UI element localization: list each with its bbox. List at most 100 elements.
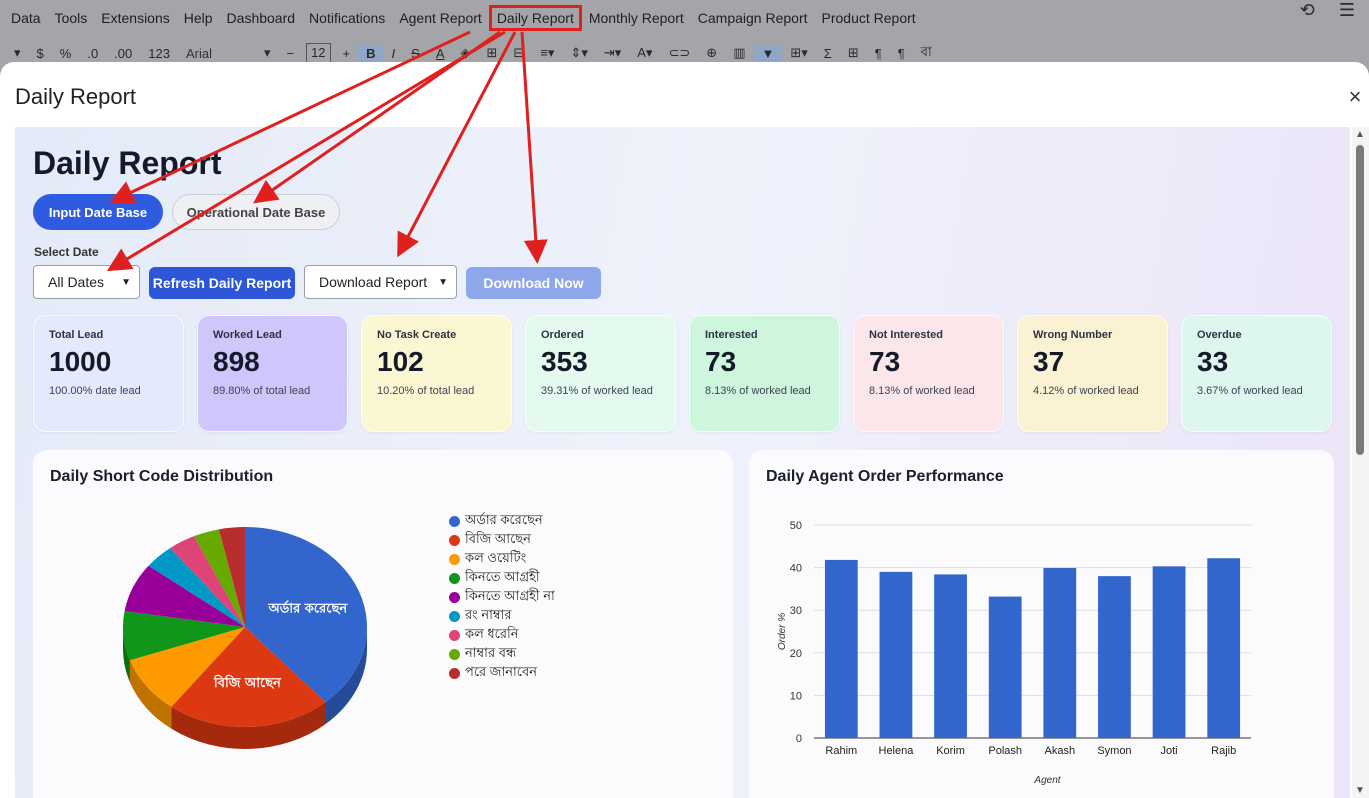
y-tick-label: 30 <box>790 605 802 617</box>
fill-color-button[interactable]: ◈ <box>460 45 471 60</box>
menu-item-tools[interactable]: Tools <box>54 10 88 26</box>
legend-swatch <box>449 573 460 584</box>
legend-item: অর্ডার করেছেন <box>449 512 555 531</box>
x-tick-label: Helena <box>879 745 915 757</box>
legend-item: নাম্বার বন্ধ <box>449 645 555 664</box>
scroll-thumb[interactable] <box>1356 145 1364 455</box>
y-tick-label: 20 <box>790 648 802 660</box>
card-value: 73 <box>869 346 901 377</box>
table-icon[interactable]: ⊞ <box>847 45 859 60</box>
legend-item: বিজি আছেন <box>449 531 555 550</box>
card-subtext: 8.13% of worked lead <box>869 385 975 397</box>
merge-button[interactable]: ⊟ <box>513 45 525 60</box>
date-select[interactable]: All Dates ▼ <box>33 265 140 299</box>
bar-chart-title: Daily Agent Order Performance <box>766 468 1004 485</box>
stat-card-no-task-create: No Task Create 102 10.20% of total lead <box>361 315 512 432</box>
ltr-icon[interactable]: ¶ <box>874 45 882 61</box>
comment-icon[interactable]: ⊕ <box>706 45 718 60</box>
legend-label: কিনতে আগ্রহী <box>465 569 540 584</box>
strikethrough-button[interactable]: S <box>411 45 420 61</box>
page-title: Daily Report <box>33 145 222 181</box>
link-icon[interactable]: ⊂⊃ <box>668 45 691 60</box>
menu-item-product-report[interactable]: Product Report <box>821 10 916 26</box>
borders-button[interactable]: ⊞ <box>486 45 498 60</box>
filter-views-icon[interactable]: ⊞▾ <box>790 45 808 60</box>
font-select[interactable]: Arial <box>185 45 212 61</box>
font-dropdown-icon[interactable]: ▾ <box>263 45 271 60</box>
close-icon[interactable]: × <box>1348 84 1362 109</box>
card-subtext: 10.20% of total lead <box>377 385 475 397</box>
operational-date-base-button[interactable]: Operational Date Base <box>172 194 340 230</box>
increase-decimal-button[interactable]: .00 <box>114 45 133 61</box>
font-size-input[interactable]: 12 <box>306 43 331 63</box>
pie-slice <box>148 547 245 627</box>
pie-slice <box>124 565 245 627</box>
legend-swatch <box>449 649 460 660</box>
agent-order-performance-panel: Daily Agent Order Performance 0 10 20 30 40 5… <box>749 450 1334 798</box>
input-date-base-button[interactable]: Input Date Base <box>33 194 163 230</box>
scroll-up-icon[interactable]: ▲ <box>1355 129 1365 140</box>
x-axis-label: Agent <box>1033 775 1061 786</box>
download-now-button[interactable]: Download Now <box>466 267 601 299</box>
menu-item-notifications[interactable]: Notifications <box>309 10 386 26</box>
pie-slice <box>170 536 245 627</box>
chevron-down-icon: ▼ <box>438 276 448 288</box>
italic-button[interactable]: I <box>391 45 396 61</box>
scroll-down-icon[interactable]: ▼ <box>1355 785 1365 796</box>
card-value: 1000 <box>49 346 112 377</box>
card-value: 353 <box>541 346 588 377</box>
menu-item-extensions[interactable]: Extensions <box>101 10 170 26</box>
dropdown-icon[interactable]: ▾ <box>14 45 21 60</box>
comments-icon[interactable]: ☰ <box>1338 0 1355 20</box>
menu-item-campaign-report[interactable]: Campaign Report <box>697 10 808 26</box>
menu-item-agent-report[interactable]: Agent Report <box>399 10 482 26</box>
number-format-button[interactable]: 123 <box>148 45 170 61</box>
wrap-button[interactable]: ⇥▾ <box>603 45 622 60</box>
decrease-decimal-button[interactable]: .0 <box>87 45 99 61</box>
report-select[interactable]: Download Report ▼ <box>304 265 457 299</box>
card-value: 73 <box>705 346 737 377</box>
menu-item-daily-report[interactable]: Daily Report <box>488 5 582 31</box>
valign-button[interactable]: ⇕▾ <box>570 45 588 60</box>
functions-button[interactable]: Σ <box>823 45 832 61</box>
card-label: Not Interested <box>869 329 943 341</box>
rtl-icon[interactable]: ¶ <box>897 45 905 61</box>
bar <box>934 574 967 738</box>
menu-item-data[interactable]: Data <box>11 10 41 26</box>
menu-item-dashboard[interactable]: Dashboard <box>226 10 296 26</box>
filter-icon[interactable]: ▼ <box>753 45 783 61</box>
input-tools-button[interactable]: বা <box>920 43 932 59</box>
legend-swatch <box>449 516 460 527</box>
legend-label: কল ওয়েটিং <box>465 550 527 565</box>
bar <box>1098 576 1131 738</box>
increase-font-button[interactable]: + <box>342 45 351 61</box>
legend-swatch <box>449 535 460 546</box>
legend-swatch <box>449 592 460 603</box>
stat-card-total-lead: Total Lead 1000 100.00% date lead <box>33 315 184 432</box>
history-icon[interactable]: ⟲ <box>1299 0 1315 20</box>
pie-chart-title: Daily Short Code Distribution <box>50 468 274 485</box>
chart-icon[interactable]: ▥ <box>733 45 746 60</box>
align-button[interactable]: ≡▾ <box>540 45 555 60</box>
pie-chart: অর্ডার করেছেন বিজি আছেন <box>123 527 367 749</box>
decrease-font-button[interactable]: − <box>286 45 295 61</box>
percent-button[interactable]: % <box>59 45 72 61</box>
bar <box>879 571 913 738</box>
card-label: Worked Lead <box>213 329 282 341</box>
text-color-button[interactable]: A <box>435 45 445 61</box>
y-tick-label: 50 <box>790 520 802 532</box>
refresh-daily-report-button[interactable]: Refresh Daily Report <box>149 267 295 299</box>
rotate-button[interactable]: A▾ <box>637 45 653 60</box>
bold-button[interactable]: B <box>358 45 384 61</box>
menu-item-help[interactable]: Help <box>183 10 213 26</box>
currency-button[interactable]: $ <box>36 45 44 61</box>
card-subtext: 39.31% of worked lead <box>541 385 653 397</box>
pie-slice <box>245 527 367 703</box>
menu-item-monthly-report[interactable]: Monthly Report <box>588 10 684 26</box>
card-value: 37 <box>1033 346 1065 377</box>
legend-swatch <box>449 611 460 622</box>
legend-label: অর্ডার করেছেন <box>465 512 543 527</box>
card-subtext: 100.00% date lead <box>49 385 141 397</box>
scrollbar[interactable]: ▲ ▼ <box>1352 127 1369 798</box>
legend-item: পরে জানাবেন <box>449 664 555 683</box>
